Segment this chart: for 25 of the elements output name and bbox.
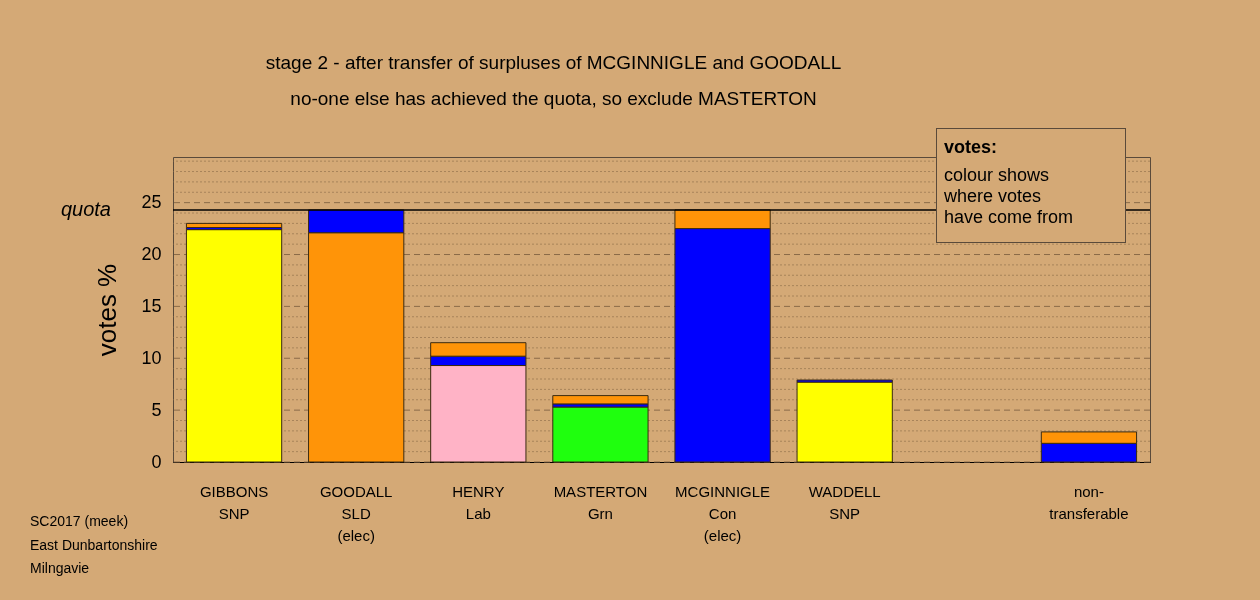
- annotation: colour shows where votes have come from: [944, 165, 1075, 228]
- y-tick-label: 15: [141, 295, 162, 316]
- y-tick-label: 10: [141, 347, 162, 368]
- x-tick-label: GIBBONS SNP: [199, 482, 269, 522]
- y-tick-label: 25: [141, 192, 162, 213]
- x-tick-label: MASTERTON Grn: [553, 482, 648, 522]
- x-tick-label: HENRY Lab: [452, 482, 505, 522]
- note-box: votes: colour shows where votes have come from: [936, 128, 1126, 243]
- chart-subtitle: no-one else has achieved the quota, so exclude MASTERTON: [290, 88, 817, 109]
- x-tick-label: WADDELL SNP: [808, 482, 881, 522]
- y-tick-label: 0: [151, 451, 162, 472]
- bar: [796, 381, 893, 463]
- y-tick-label: 20: [141, 244, 162, 265]
- bar: [185, 222, 283, 229]
- bar: [552, 395, 649, 405]
- bar: [185, 229, 283, 463]
- x-tick-label: GOODALL SLD (elec): [319, 482, 393, 544]
- y-axis-title: votes %: [92, 263, 123, 357]
- x-tick-label: MCGINNIGLE Con (elec): [675, 482, 771, 544]
- bar: [552, 406, 649, 463]
- y-tick-label: 5: [151, 399, 162, 420]
- ref-line-label: quota: [60, 197, 111, 220]
- text: SC2017 (meek) East Dunbartonshire Milngavie: [30, 513, 158, 576]
- x-tick-label: non- transferable: [1049, 482, 1129, 522]
- chart-title: stage 2 - after transfer of surpluses of MCGINNIGLE and GOODALL: [265, 52, 842, 73]
